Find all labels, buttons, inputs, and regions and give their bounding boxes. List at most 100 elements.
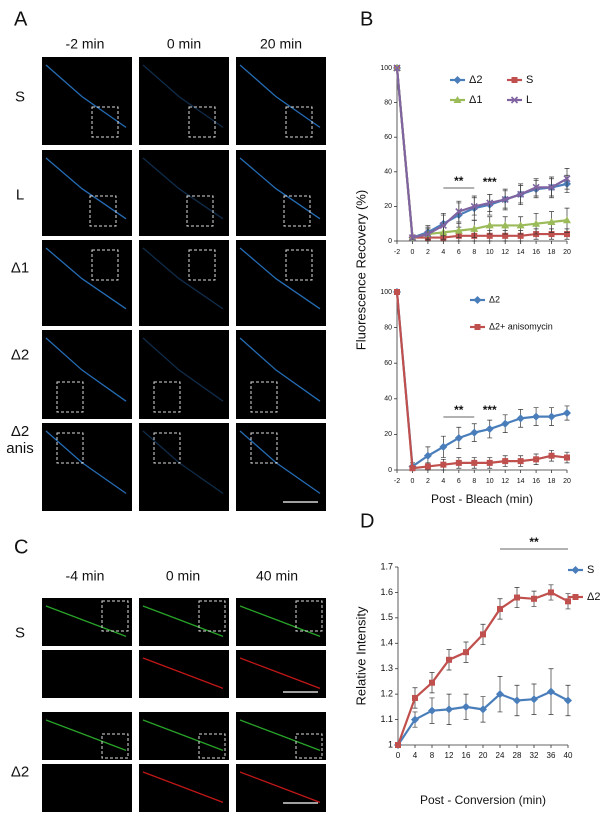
legend-label: S — [526, 74, 533, 86]
marker — [517, 458, 524, 465]
micrograph — [139, 423, 229, 511]
marker — [412, 694, 418, 701]
marker — [470, 428, 479, 437]
neurite — [45, 64, 127, 128]
y-tick-label: 100 — [380, 289, 392, 296]
legend-label: Δ2 — [489, 294, 500, 304]
x-tick-label: 8 — [430, 751, 435, 760]
marker — [496, 690, 504, 699]
legend-marker — [571, 566, 580, 574]
marker — [429, 679, 435, 686]
marker — [530, 695, 538, 704]
marker — [532, 219, 541, 227]
marker — [531, 595, 537, 602]
legend-marker — [572, 594, 579, 600]
legend-marker — [511, 77, 518, 83]
marker — [502, 458, 509, 465]
significance-label: ** — [454, 174, 464, 188]
roi-box — [295, 733, 323, 759]
marker — [439, 442, 448, 451]
y-tick-label: 80 — [384, 99, 392, 106]
micrograph — [236, 57, 326, 145]
neurite — [239, 157, 321, 220]
x-tick-label: 0 — [411, 478, 415, 485]
marker — [563, 216, 571, 224]
y-tick-label: 20 — [384, 431, 392, 438]
marker — [514, 594, 520, 601]
marker — [409, 465, 416, 472]
row-label: S — [14, 624, 25, 642]
x-tick-label: 12 — [501, 249, 509, 256]
marker — [462, 702, 470, 711]
x-tick-label: 18 — [548, 249, 556, 256]
neurite — [239, 337, 321, 402]
micrograph — [42, 57, 132, 145]
y-tick-label: 1.6 — [380, 587, 393, 597]
legend-label: Δ2 — [469, 74, 482, 86]
neurite — [45, 247, 127, 310]
marker — [445, 705, 453, 714]
row-label: L — [15, 186, 25, 204]
x-tick-label: 18 — [548, 478, 556, 485]
marker — [564, 696, 572, 705]
y-tick-label: 1.3 — [380, 663, 393, 673]
roi-box — [56, 432, 84, 464]
marker — [486, 459, 493, 466]
x-tick-label: 4 — [441, 249, 445, 256]
x-tick-label: 16 — [532, 478, 540, 485]
micrograph — [236, 330, 326, 419]
x-axis-label: Post - Conversion (min) — [420, 793, 546, 807]
marker — [548, 452, 555, 459]
x-tick-label: 28 — [513, 751, 522, 760]
neurite — [239, 657, 321, 690]
legend-marker — [453, 96, 462, 103]
marker — [564, 231, 570, 238]
series-line — [395, 291, 568, 469]
marker — [480, 631, 486, 638]
panel-letter: A — [14, 8, 28, 30]
marker — [548, 589, 554, 596]
neurite — [45, 719, 127, 752]
neurite — [239, 64, 321, 128]
y-tick-label: 1 — [388, 739, 393, 749]
marker — [497, 605, 503, 612]
marker — [485, 425, 494, 434]
marker — [516, 221, 525, 229]
marker — [532, 412, 541, 421]
neurite — [142, 657, 224, 690]
x-tick-label: 12 — [501, 478, 509, 485]
marker — [454, 433, 463, 442]
marker — [470, 202, 478, 210]
marker — [565, 598, 571, 605]
y-tick-label: 1.4 — [380, 638, 393, 648]
legend-marker — [453, 76, 462, 84]
y-tick-label: 1.1 — [380, 714, 393, 724]
neurite — [142, 719, 224, 752]
micrograph — [139, 240, 229, 326]
marker — [423, 451, 432, 460]
legend-marker — [474, 324, 481, 330]
micrograph — [42, 650, 132, 698]
micrograph — [42, 150, 132, 236]
x-tick-label: 36 — [547, 751, 556, 760]
marker — [547, 412, 556, 421]
marker — [486, 199, 494, 207]
series-line — [395, 67, 568, 239]
significance-label: *** — [483, 175, 497, 189]
marker — [455, 459, 462, 466]
marker — [428, 706, 436, 715]
x-tick-label: 32 — [530, 751, 539, 760]
roi-box — [198, 733, 226, 759]
marker — [439, 221, 447, 229]
x-axis-label: Post - Bleach (min) — [431, 492, 533, 506]
marker — [395, 742, 401, 748]
micrograph — [42, 330, 132, 419]
x-tick-label: 20 — [563, 478, 571, 485]
marker — [501, 419, 510, 428]
marker — [517, 190, 525, 198]
roi-box — [89, 195, 117, 227]
row-label: Δ2 — [10, 346, 30, 364]
panel-letter: D — [360, 510, 374, 532]
roi-box — [285, 249, 313, 281]
